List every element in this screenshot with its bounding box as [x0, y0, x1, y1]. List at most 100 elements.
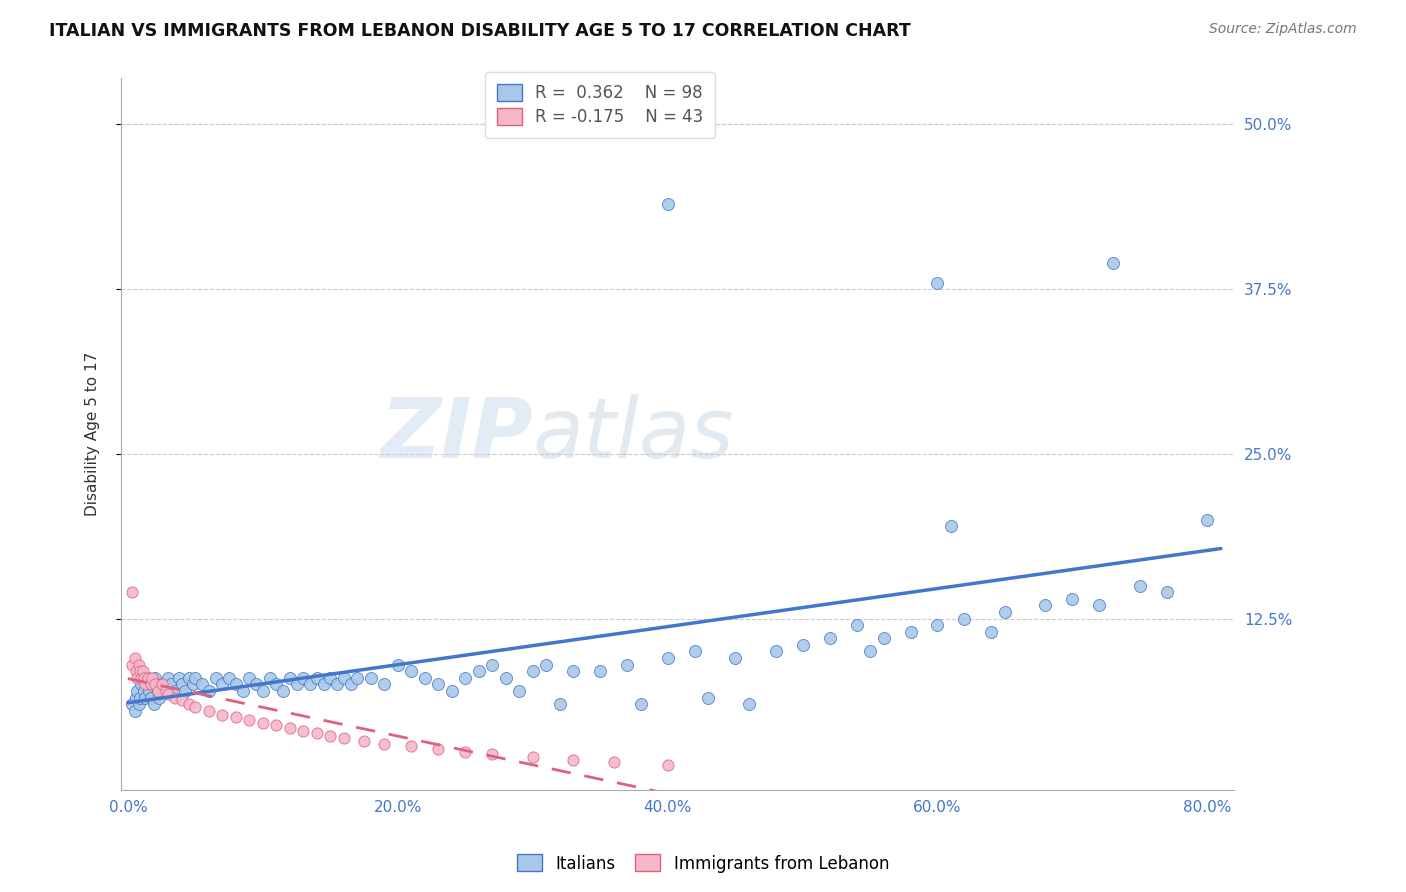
Point [534, 657, 557, 672]
Point [131, 671, 153, 685]
Point [124, 704, 146, 718]
Point [467, 665, 489, 679]
Point [150, 677, 173, 691]
Point [135, 677, 157, 691]
Point [139, 690, 162, 705]
Point [413, 671, 436, 685]
Point [522, 665, 544, 679]
Point [132, 684, 155, 698]
Point [346, 671, 368, 685]
Point [1062, 591, 1084, 606]
Point [191, 677, 214, 691]
Point [562, 665, 585, 679]
Point [127, 684, 149, 698]
Point [980, 624, 1002, 639]
Point [305, 671, 328, 685]
Point [142, 697, 165, 711]
Point [136, 671, 159, 685]
Point [1197, 513, 1219, 527]
Point [121, 657, 143, 672]
Point [548, 697, 571, 711]
Point [602, 755, 624, 769]
Point [994, 605, 1017, 619]
Point [333, 671, 356, 685]
Point [245, 677, 267, 691]
Point [1129, 579, 1152, 593]
Point [165, 690, 187, 705]
Point [252, 715, 274, 730]
Text: ZIP: ZIP [381, 393, 533, 475]
Point [165, 684, 187, 698]
Point [953, 611, 976, 625]
Point [232, 684, 254, 698]
Point [150, 677, 173, 691]
Point [146, 684, 169, 698]
Point [481, 657, 503, 672]
Point [157, 671, 180, 685]
Point [1102, 256, 1125, 270]
Point [939, 519, 962, 533]
Point [266, 677, 288, 691]
Point [225, 710, 247, 724]
Point [129, 690, 152, 705]
Point [859, 644, 882, 658]
Point [454, 671, 477, 685]
Point [792, 638, 814, 652]
Point [132, 671, 155, 685]
Point [252, 684, 274, 698]
Point [204, 671, 226, 685]
Point [616, 657, 638, 672]
Point [128, 657, 150, 672]
Point [278, 721, 301, 735]
Point [1088, 599, 1111, 613]
Point [522, 750, 544, 764]
Point [167, 671, 190, 685]
Point [170, 693, 193, 707]
Point [177, 671, 200, 685]
Point [177, 697, 200, 711]
Point [373, 737, 395, 751]
Y-axis label: Disability Age 5 to 17: Disability Age 5 to 17 [86, 352, 100, 516]
Point [427, 677, 450, 691]
Point [427, 742, 450, 756]
Point [218, 671, 240, 685]
Point [326, 677, 349, 691]
Text: ITALIAN VS IMMIGRANTS FROM LEBANON DISABILITY AGE 5 TO 17 CORRELATION CHART: ITALIAN VS IMMIGRANTS FROM LEBANON DISAB… [49, 22, 911, 40]
Point [657, 196, 679, 211]
Point [312, 677, 335, 691]
Point [278, 671, 301, 685]
Point [1035, 599, 1057, 613]
Point [136, 671, 159, 685]
Point [399, 739, 422, 754]
Point [198, 684, 221, 698]
Point [128, 697, 150, 711]
Point [184, 699, 207, 714]
Point [266, 718, 288, 732]
Point [319, 729, 342, 743]
Point [127, 671, 149, 685]
Point [121, 697, 143, 711]
Point [153, 684, 176, 698]
Point [184, 671, 207, 685]
Point [134, 690, 156, 705]
Point [131, 677, 153, 691]
Point [508, 684, 530, 698]
Point [155, 684, 177, 698]
Point [124, 651, 146, 665]
Point [129, 665, 152, 679]
Point [900, 624, 922, 639]
Point [562, 752, 585, 766]
Point [198, 704, 221, 718]
Point [139, 677, 162, 691]
Point [271, 684, 294, 698]
Point [143, 677, 166, 691]
Point [737, 697, 759, 711]
Point [495, 671, 517, 685]
Point [589, 665, 612, 679]
Point [765, 644, 787, 658]
Point [132, 665, 155, 679]
Point [360, 671, 382, 685]
Point [238, 713, 260, 727]
Point [927, 618, 949, 632]
Point [146, 684, 169, 698]
